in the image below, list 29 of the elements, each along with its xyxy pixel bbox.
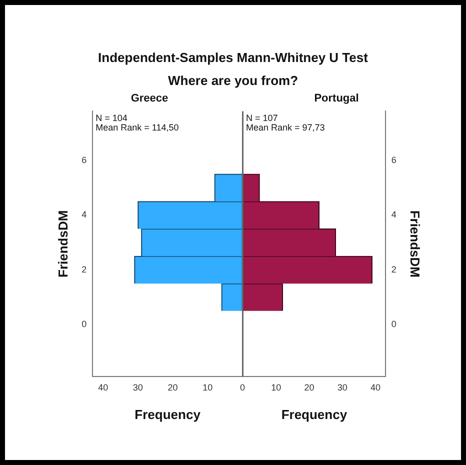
y-tick-label: 2: [391, 264, 396, 274]
y-tick-label: 4: [82, 210, 87, 220]
y-axis-title: FriendsDM: [408, 210, 423, 278]
y-tick-label: 6: [391, 154, 396, 165]
y-tick-label: 2: [82, 264, 87, 274]
text: Portugal: [314, 92, 359, 105]
x-tick-label: 10: [271, 382, 282, 392]
x-axis-title: Frequency: [134, 406, 202, 422]
x-tick-label: 30: [132, 382, 143, 392]
x-tick-label: 20: [168, 382, 178, 392]
y-tick-label: 6: [82, 154, 87, 165]
chart-subtitle: Where are you from?: [166, 73, 300, 88]
x-tick-label: 30: [337, 382, 348, 392]
x-tick-label: 10: [202, 382, 213, 392]
annotation: Mean Rank = 114,50: [96, 122, 179, 133]
x-tick-label: 40: [98, 382, 108, 392]
y-tick-label: 0: [82, 319, 87, 330]
annotation: N = 107: [246, 113, 278, 124]
y-axis-title: FriendsDM: [55, 210, 70, 278]
text: Greece: [130, 92, 168, 105]
x-tick-label: 0: [240, 382, 246, 392]
x-axis-title: Frequency: [281, 406, 348, 422]
annotation: Mean Rank = 97,73: [246, 122, 325, 133]
x-tick-label: 40: [370, 382, 380, 392]
x-tick-label: 20: [304, 382, 314, 392]
y-tick-label: 4: [391, 210, 396, 220]
annotation: N = 104: [96, 113, 128, 124]
y-tick-label: 0: [391, 319, 396, 330]
chart-title: Independent-Samples Mann-Whitney U Test: [97, 50, 369, 65]
